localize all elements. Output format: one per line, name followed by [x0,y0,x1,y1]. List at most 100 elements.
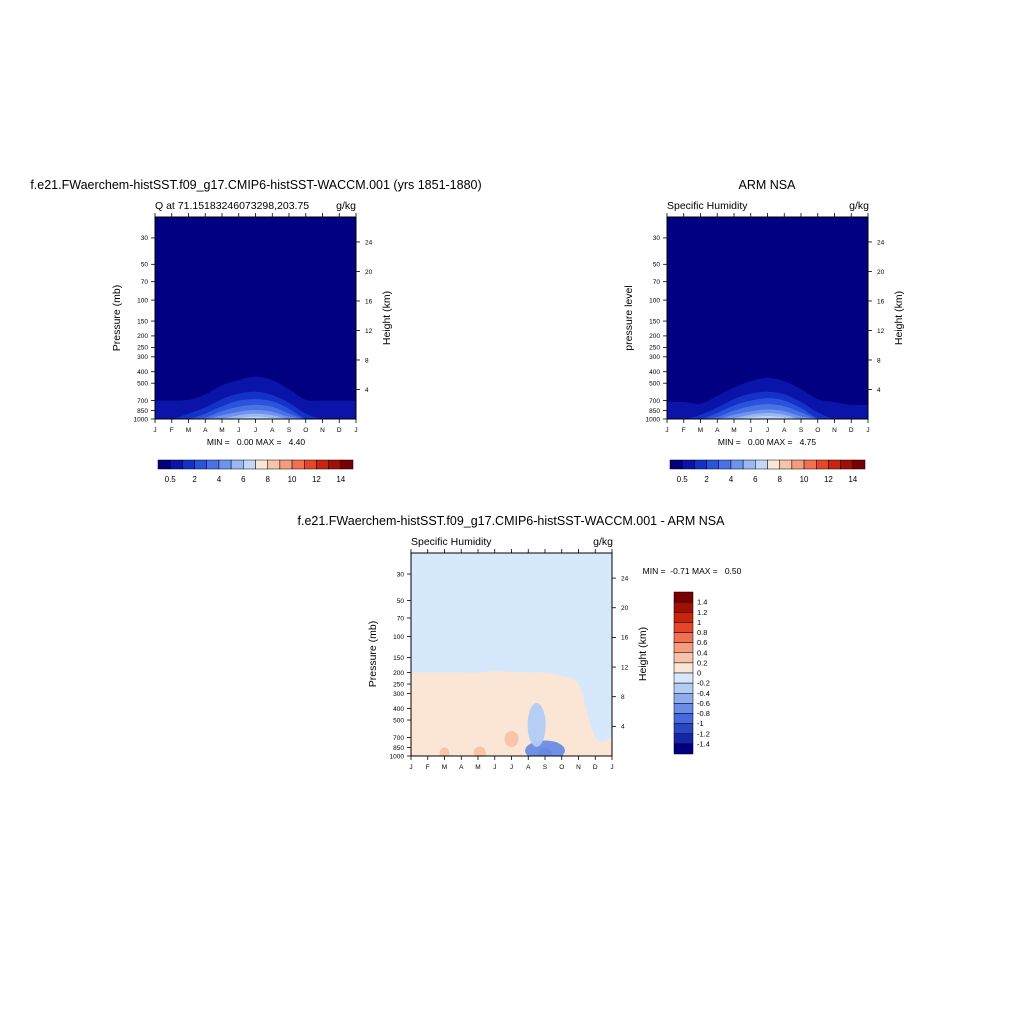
x-tick-label: J [749,427,752,434]
y-tick-label: 700 [137,398,148,405]
x-tick-label: M [219,427,224,434]
y-tick-label: 700 [393,735,404,742]
y-tick-label: 50 [141,262,149,269]
colorbar-swatch [267,459,281,470]
x-tick-label: F [682,427,686,434]
colorbar-swatch [673,591,694,603]
colorbar-swatch [279,459,293,470]
y-tick-label: 70 [397,615,405,622]
y-right-tick-label: 4 [621,724,625,731]
panel3-title: f.e21.FWaerchem-histSST.f09_g17.CMIP6-hi… [298,514,726,528]
y-tick-label: 400 [393,706,404,713]
colorbar-swatch [706,459,719,470]
y-tick-label: 50 [397,598,405,605]
x-tick-label: M [698,427,703,434]
x-tick-label: J [493,764,496,771]
y-right-tick-label: 20 [365,269,373,276]
y-tick-label: 30 [397,571,405,578]
colorbar-swatch [230,459,244,470]
colorbar-tick-label: 0.4 [697,648,707,657]
colorbar-swatch [255,459,268,470]
colorbar-tick-label: 0.5 [165,475,177,484]
difference-feature [439,747,450,756]
x-tick-label: A [526,764,531,771]
panel1-ylabel: Pressure (mb) [111,285,123,352]
panel2-field [667,217,868,419]
y-right-tick-label: 8 [877,357,881,364]
colorbar-tick-label: 1.2 [697,608,707,617]
colorbar-tick-label: 2 [192,475,197,484]
colorbar-tick-label: 0.5 [677,475,689,484]
colorbar-swatch [673,612,694,623]
x-tick-label: S [287,427,292,434]
colorbar-swatch [328,459,342,470]
colorbar-swatch [673,693,694,704]
colorbar-swatch [681,459,695,470]
colorbar-swatch [673,622,694,633]
colorbar-tick-label: 12 [824,475,833,484]
y-tick-label: 200 [137,333,148,340]
colorbar-swatch [243,459,256,470]
colorbar-swatch [673,723,694,734]
colorbar-tick-label: 8 [777,475,782,484]
colorbar-swatch [755,459,768,470]
colorbar-tick-label: 4 [217,475,222,484]
colorbar-tick-label: 4 [729,475,734,484]
y-tick-label: 300 [649,354,660,361]
colorbar-swatch [673,703,694,714]
y-tick-label: 100 [393,634,404,641]
colorbar-tick-label: -1 [697,719,704,728]
y-right-tick-label: 24 [365,239,373,246]
x-tick-label: F [426,764,430,771]
y-right-tick-label: 8 [365,357,369,364]
panel3-field [411,553,612,756]
x-tick-label: A [270,427,275,434]
colorbar-tick-label: 0 [697,669,701,678]
colorbar-swatch [803,459,817,470]
panel1-units-label: g/kg [336,200,356,212]
colorbar-tick-label: 0.6 [697,638,707,647]
x-tick-label: S [543,764,548,771]
contour-band [155,416,356,419]
x-tick-label: J [254,427,257,434]
x-tick-label: D [337,427,342,434]
y-right-tick-label: 12 [877,328,885,335]
x-tick-label: J [510,764,513,771]
y-right-tick-label: 4 [877,387,881,394]
colorbar-swatch [791,459,805,470]
y-tick-label: 1000 [134,416,149,423]
colorbar-swatch [206,459,220,470]
panel2-stats: MIN = 0.00 MAX = 4.75 [718,437,817,447]
positive-region [411,671,612,756]
colorbar-swatch [194,459,207,470]
colorbar-tick-label: -0.6 [697,699,710,708]
x-tick-label: J [766,427,769,434]
colorbar-swatch [304,459,317,470]
y-tick-label: 150 [393,655,404,662]
y-tick-label: 100 [137,297,148,304]
y-tick-label: 400 [649,369,660,376]
y-right-tick-label: 20 [621,605,629,612]
x-tick-label: J [153,427,156,434]
y-tick-label: 850 [649,408,660,415]
colorbar-swatch [718,459,732,470]
y-tick-label: 200 [649,333,660,340]
colorbar-tick-label: 8 [265,475,270,484]
x-tick-label: N [832,427,837,434]
colorbar-swatch [673,642,694,653]
colorbar-tick-label: 1.4 [697,598,707,607]
x-tick-label: M [442,764,447,771]
y-tick-label: 250 [137,345,148,352]
x-tick-label: O [559,764,564,771]
colorbar-swatch [169,459,183,470]
y-tick-label: 400 [137,369,148,376]
x-tick-label: A [459,764,464,771]
panel1-colorbar: 0.5 2 4 6 8 10 12 14 [157,459,354,484]
x-tick-label: M [731,427,736,434]
y-tick-label: 500 [137,381,148,388]
colorbar-tick-label: -0.2 [697,679,710,688]
colorbar-swatch [182,459,195,470]
panel2-units-label: g/kg [849,200,869,212]
colorbar-swatch [340,459,354,470]
